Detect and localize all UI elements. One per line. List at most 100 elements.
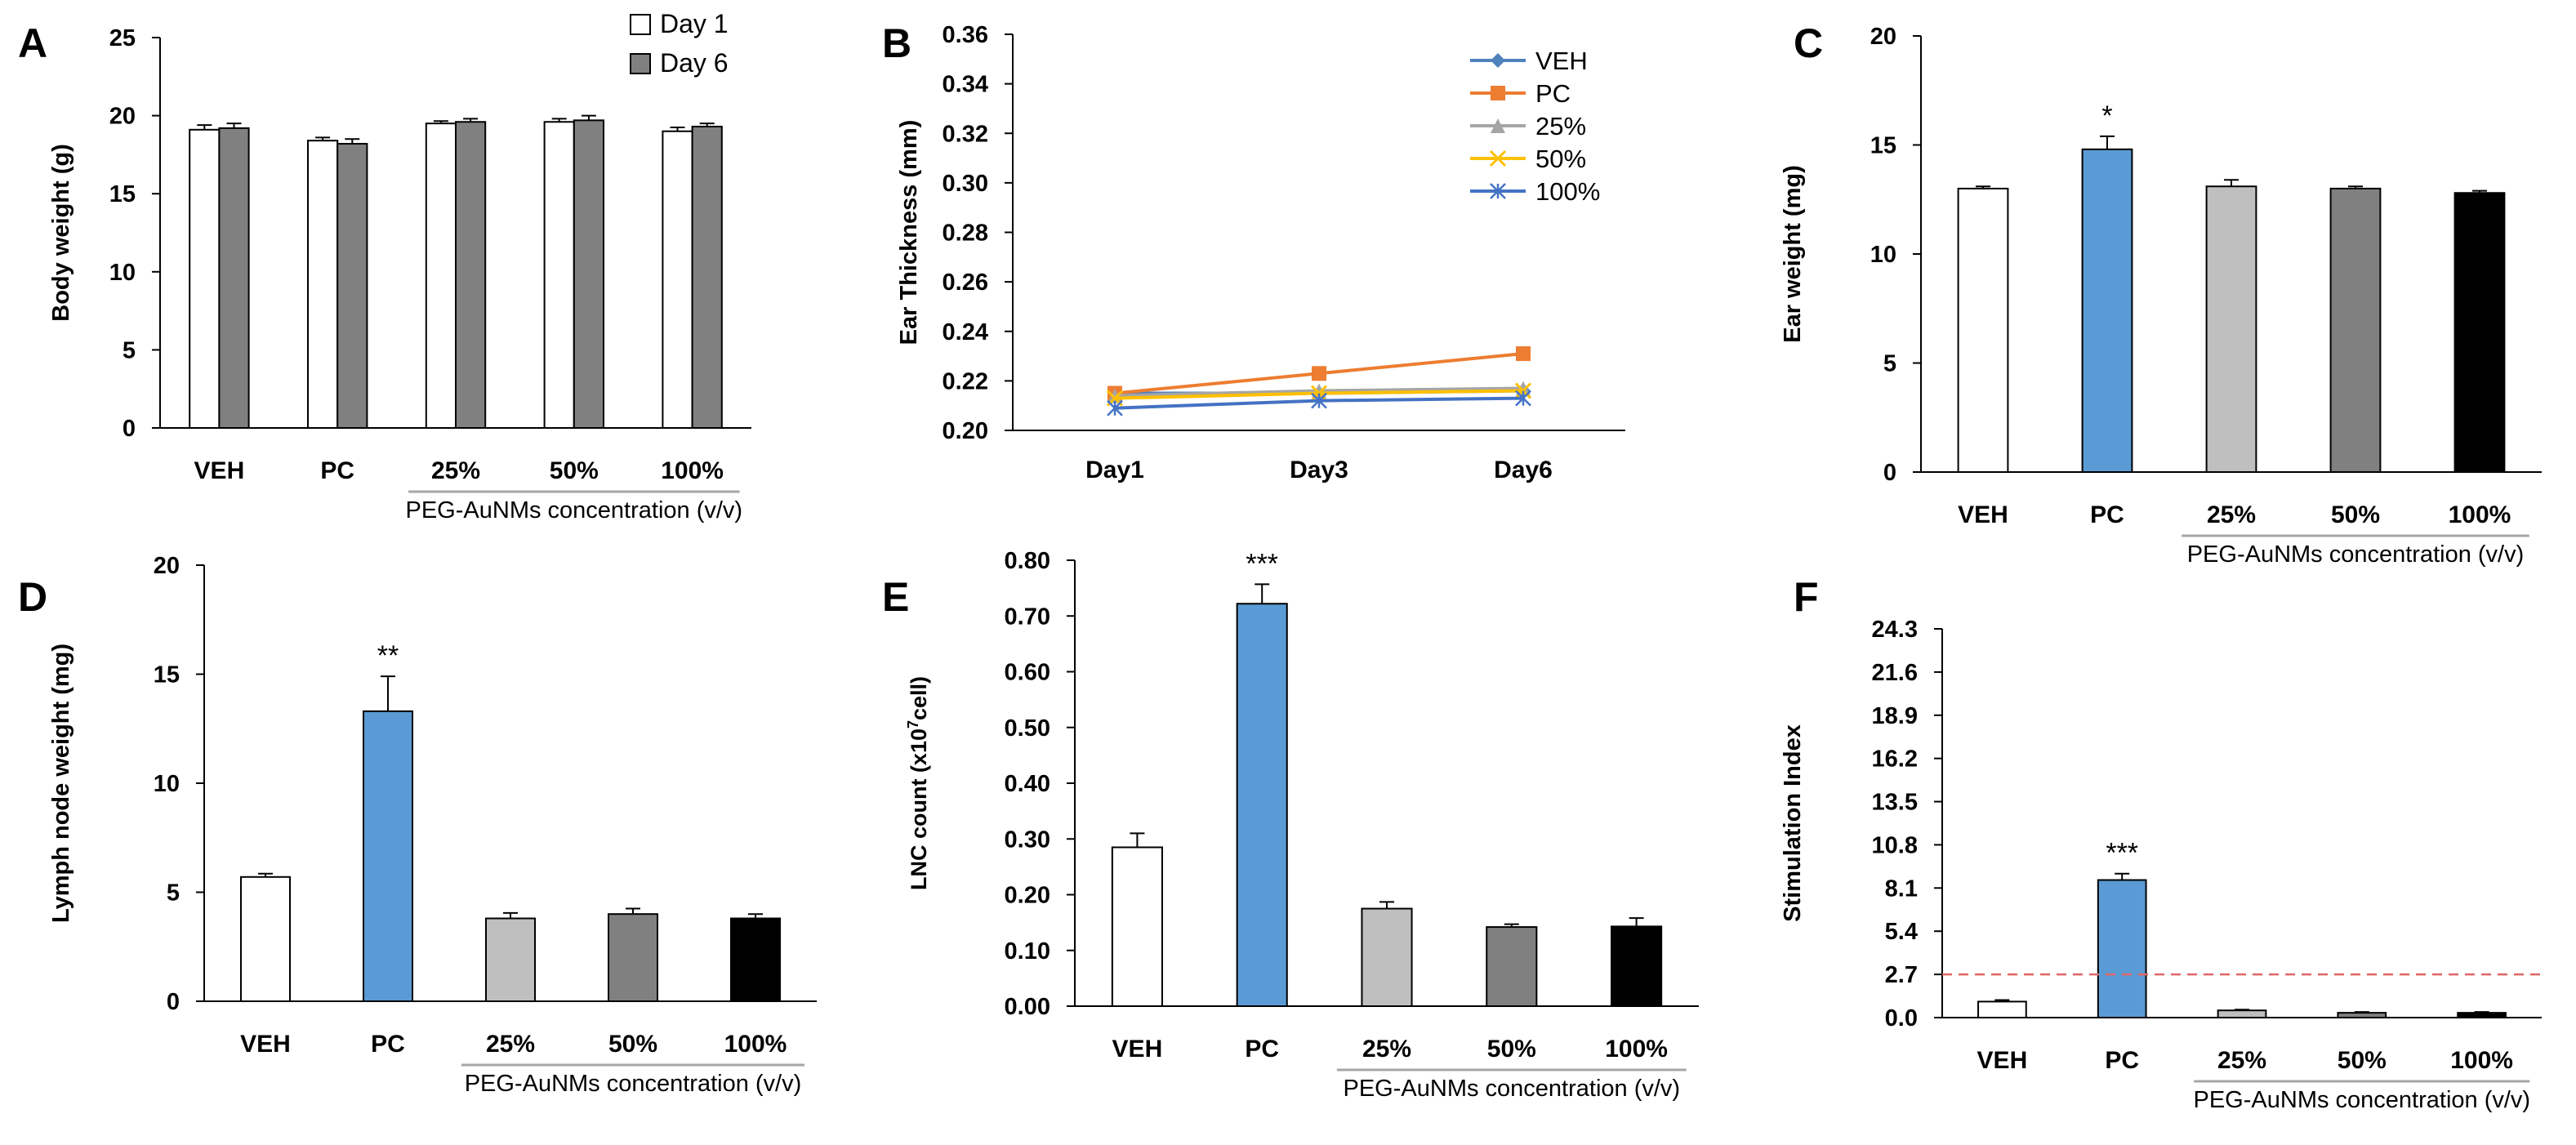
- bar-e-50pct: [1486, 926, 1538, 1007]
- panel-label-d: D: [18, 574, 47, 620]
- y-axis-title: Stimulation Index: [1780, 724, 1806, 922]
- bar-a-100pct: [691, 125, 723, 429]
- significance-marker: ***: [1246, 548, 1278, 579]
- y-tick-label: 0.30: [1005, 826, 1050, 853]
- y-tick-label: 10.8: [1872, 832, 1918, 858]
- x-tick-label: VEH: [240, 1031, 291, 1058]
- legend-label: 50%: [1535, 145, 1586, 173]
- x-axis-title-c: PEG-AuNMs concentration (v/v): [2187, 541, 2525, 568]
- y-tick-label: 0.26: [943, 270, 988, 296]
- panel-label-b: B: [882, 20, 911, 66]
- x-axis-title-f: PEG-AuNMs concentration (v/v): [2194, 1087, 2531, 1113]
- legend-label: VEH: [1535, 47, 1588, 75]
- bar-c-pc: [2081, 148, 2133, 473]
- marker-x: [1310, 385, 1328, 402]
- bars-c: VEH * PC 25% 50% 100%: [1957, 100, 2511, 528]
- x-tick-label: VEH: [194, 457, 245, 484]
- legend-swatch: [630, 14, 651, 35]
- y-axis-e: 0.00 0.10 0.20 0.30 0.40 0.50 0.60 0.70 0.80 LNC …: [905, 548, 1076, 1020]
- y-axis-title-end: cell): [907, 676, 931, 720]
- bar-a-50pct: [543, 121, 575, 430]
- y-axis-title-main: LNC count (x10: [907, 728, 931, 890]
- legend-label: Day 6: [660, 48, 729, 78]
- y-tick-label: 0.0: [1885, 1005, 1918, 1031]
- y-tick-label: 25: [109, 25, 136, 51]
- x-tick-label: 100%: [724, 1031, 787, 1058]
- legend-label: 100%: [1535, 177, 1600, 206]
- x-tick-label: 25%: [1362, 1036, 1411, 1063]
- bar-d-25pct: [485, 917, 536, 1003]
- panel-label-f: F: [1794, 574, 1819, 620]
- y-tick-label: 0.10: [1005, 938, 1050, 965]
- significance-marker: ***: [2106, 838, 2138, 869]
- x-tick-label: VEH: [1977, 1047, 2028, 1074]
- x-tick-label: 50%: [2331, 501, 2380, 528]
- y-tick-label: 20: [109, 104, 136, 130]
- bar-e-25pct: [1361, 907, 1413, 1007]
- y-tick-label: 0.28: [943, 221, 988, 247]
- y-tick-label: 0.30: [943, 171, 988, 197]
- x-tick-label: 50%: [550, 457, 599, 484]
- bar-f-50pct: [2337, 1012, 2387, 1018]
- bar-f-100pct: [2457, 1012, 2507, 1018]
- y-tick-label: 0.20: [943, 418, 988, 444]
- panel-label-e: E: [882, 574, 909, 620]
- bar-f-veh: [1977, 1000, 2027, 1018]
- x-tick-label: 100%: [2449, 501, 2511, 528]
- x-ticks-b: Day1 Day3 Day6: [1085, 457, 1553, 483]
- significance-marker: *: [2101, 100, 2112, 131]
- marker-square: [1516, 346, 1531, 362]
- x-axis-title-d: PEG-AuNMs concentration (v/v): [465, 1071, 802, 1097]
- x-axis-title-a: PEG-AuNMs concentration (v/v): [406, 497, 743, 523]
- bar-f-25pct: [2217, 1009, 2267, 1018]
- y-tick-label: 5.4: [1885, 919, 1918, 945]
- x-tick-label: 50%: [2338, 1047, 2387, 1074]
- x-tick-label: Day1: [1085, 457, 1144, 483]
- y-tick-label: 0.80: [1005, 548, 1050, 574]
- y-tick-label: 16.2: [1872, 746, 1918, 773]
- y-tick-label: 0.40: [1005, 771, 1050, 797]
- y-tick-label: 0.00: [1005, 994, 1050, 1020]
- bar-e-pc: [1236, 603, 1288, 1007]
- bar-c-50pct: [2329, 187, 2382, 473]
- bar-d-50pct: [608, 913, 658, 1002]
- bar-a-25pct: [455, 121, 487, 430]
- y-tick-label: 0.24: [943, 319, 988, 345]
- y-tick-label: 0: [1883, 460, 1896, 486]
- y-axis-title: Lymph node weight (mg): [48, 644, 74, 923]
- y-tick-label: 5: [1883, 351, 1896, 377]
- x-tick-label: PC: [2090, 501, 2124, 528]
- x-tick-label: 25%: [431, 457, 480, 484]
- x-tick-label: 50%: [1487, 1036, 1536, 1063]
- significance-marker: **: [377, 640, 399, 671]
- y-axis-d: 0 5 10 15 20 Lymph node weight (mg): [48, 553, 205, 1015]
- y-axis-c: 0 5 10 15 20 Ear weight (mg): [1780, 24, 1922, 486]
- bar-a-veh: [218, 127, 250, 429]
- y-tick-label: 15: [109, 181, 136, 207]
- y-tick-label: 0: [123, 416, 136, 442]
- x-tick-label: 100%: [2450, 1047, 2513, 1074]
- bar-a-pc: [336, 143, 368, 430]
- bar-a-25pct: [425, 123, 457, 429]
- x-tick-label: 25%: [486, 1031, 535, 1058]
- bar-f-pc: [2097, 879, 2147, 1018]
- legend-b: VEH PC 25% 50% 100%: [1470, 47, 1600, 206]
- bar-a-100pct: [662, 130, 693, 429]
- y-axis-title: Body weight (g): [48, 144, 74, 321]
- legend-label: Day 1: [660, 9, 729, 38]
- y-axis-b: 0.20 0.22 0.24 0.26 0.28 0.30 0.32 0.34 0.36 Ear …: [896, 22, 1014, 444]
- x-tick-label: 25%: [2207, 501, 2256, 528]
- y-axis-title: LNC count (x107cell): [905, 676, 931, 890]
- y-tick-label: 0.32: [943, 121, 988, 147]
- bar-d-pc: [363, 710, 413, 1002]
- y-tick-label: 0.34: [943, 72, 988, 98]
- y-tick-label: 24.3: [1872, 617, 1918, 643]
- x-tick-label: 50%: [608, 1031, 657, 1058]
- bars-a: VEH PC 25% 50% 100%: [189, 114, 724, 484]
- y-tick-label: 2.7: [1885, 962, 1918, 988]
- bar-c-100pct: [2453, 192, 2506, 474]
- bar-a-pc: [307, 140, 339, 430]
- y-tick-label: 0.60: [1005, 660, 1050, 686]
- x-tick-label: PC: [320, 457, 354, 484]
- legend-a: Day 1 Day 6: [630, 9, 729, 78]
